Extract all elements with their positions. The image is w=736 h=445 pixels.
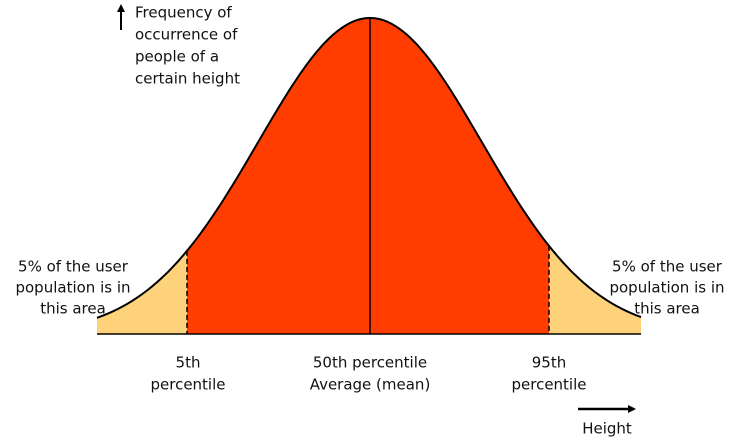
left-tail-area — [97, 250, 187, 334]
x-axis-label: Height — [582, 420, 632, 438]
y-axis-label: occurrence of — [135, 26, 238, 44]
distribution-curve — [96, 17, 642, 319]
y-axis-label: Frequency of — [135, 4, 232, 22]
note: population is in — [15, 279, 130, 297]
marker-label: Average (mean) — [310, 376, 431, 394]
marker-label: percentile — [511, 376, 586, 394]
note: 5% of the user — [18, 258, 129, 276]
y-axis-label: certain height — [135, 70, 240, 88]
marker-label: 95th — [532, 354, 566, 372]
note: population is in — [609, 279, 724, 297]
marker-label: 5th — [176, 354, 201, 372]
note: 5% of the user — [612, 258, 723, 276]
middle-area — [187, 18, 549, 334]
right-tail-area — [549, 245, 641, 334]
note: this area — [634, 300, 700, 318]
marker-label: percentile — [150, 376, 225, 394]
marker-label: 50th percentile — [313, 354, 427, 372]
y-axis-label: people of a — [135, 48, 219, 66]
note: this area — [40, 300, 106, 318]
